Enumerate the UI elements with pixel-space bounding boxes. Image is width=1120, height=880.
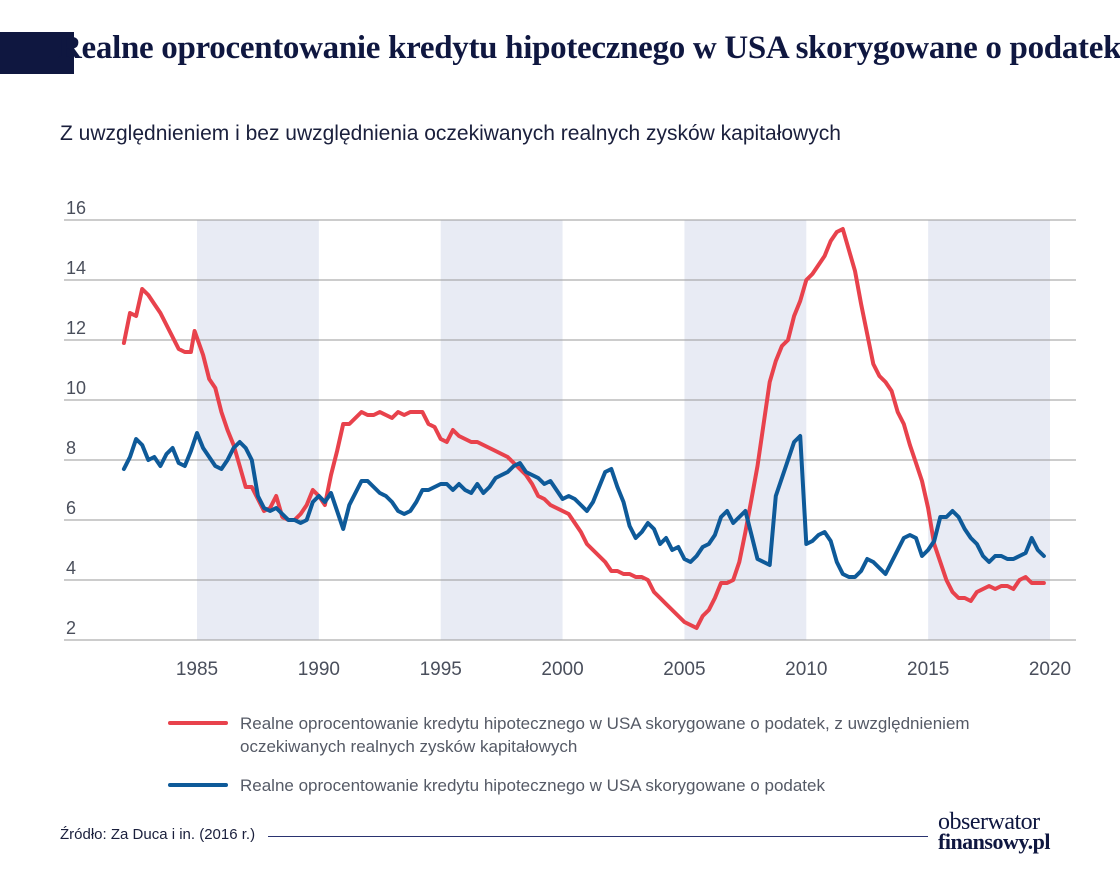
title-band [0, 32, 74, 74]
x-tick-label: 1985 [176, 659, 218, 680]
shaded-period-3 [928, 220, 1050, 640]
logo: obserwator finansowy.pl [938, 809, 1051, 854]
legend-item-blue: Realne oprocentowanie kredytu hipoteczne… [168, 774, 1040, 797]
x-axis-ticks: 1985 1990 1995 2000 2005 2010 2015 2020 [176, 659, 1071, 680]
y-tick-label: 6 [66, 498, 76, 518]
x-tick-label: 2010 [785, 659, 827, 680]
shaded-period-1 [440, 220, 563, 640]
source-note: Źródło: Za Duca i in. (2016 r.) [60, 826, 256, 843]
logo-line2: finansowy.pl [938, 829, 1051, 854]
gridlines [64, 219, 1076, 641]
series-line-0 [121, 227, 1046, 630]
shaded-period-2 [684, 220, 807, 640]
x-tick-label: 2005 [663, 659, 705, 680]
legend-item-red: Realne oprocentowanie kredytu hipoteczne… [168, 712, 1040, 758]
y-tick-label: 2 [66, 618, 76, 638]
series-lines [121, 227, 1046, 630]
y-tick-label: 14 [66, 258, 86, 278]
shaded-period-0 [197, 220, 319, 640]
y-tick-label: 8 [66, 438, 76, 458]
shaded-periods [197, 220, 1050, 640]
chart-subtitle: Z uwzględnieniem i bez uwzględnienia ocz… [60, 122, 841, 145]
logo-line1: obserwator [938, 809, 1040, 835]
y-tick-label: 12 [66, 318, 86, 338]
x-tick-label: 2020 [1029, 659, 1071, 680]
chart-title: Realne oprocentowanie kredytu hipoteczne… [58, 30, 1120, 66]
x-tick-label: 1990 [298, 659, 340, 680]
source-divider [268, 836, 928, 837]
x-tick-label: 1995 [420, 659, 462, 680]
y-tick-label: 16 [66, 198, 86, 218]
y-tick-label: 4 [66, 558, 76, 578]
x-tick-label: 2000 [541, 659, 583, 680]
legend-label-red: Realne oprocentowanie kredytu hipoteczne… [240, 714, 970, 756]
y-tick-label: 10 [66, 378, 86, 398]
series-line-1 [121, 431, 1046, 579]
legend-swatch-blue [168, 783, 228, 787]
legend-label-blue: Realne oprocentowanie kredytu hipoteczne… [240, 776, 825, 795]
legend-swatch-red [168, 721, 228, 725]
x-tick-label: 2015 [907, 659, 949, 680]
y-axis-ticks: 2 4 6 8 10 12 14 16 [66, 198, 86, 638]
